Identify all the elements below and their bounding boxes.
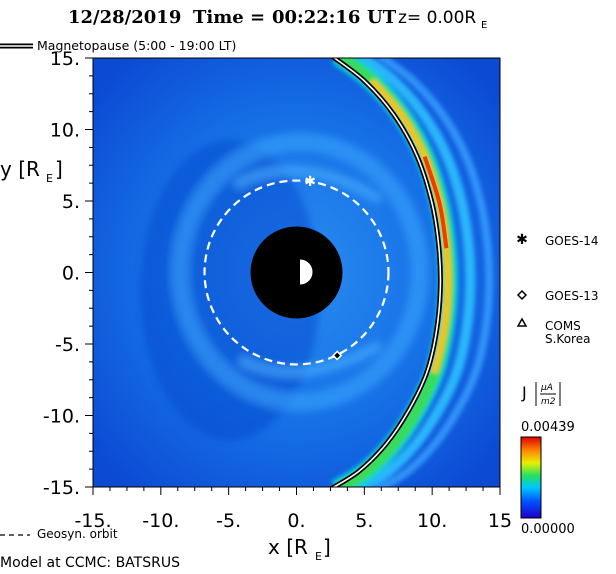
colorbar-label: J bbox=[521, 383, 527, 402]
legend-coms-label-2: S.Korea bbox=[545, 332, 590, 346]
geosyn-orbit bbox=[203, 179, 390, 366]
field-ring-current bbox=[171, 133, 429, 411]
field-structure bbox=[140, 133, 429, 440]
y-axis-label: y [R bbox=[0, 157, 40, 181]
title-z-subscript: E bbox=[481, 20, 487, 31]
legend-goes13-icon bbox=[516, 289, 528, 301]
x-axis-label: x [R bbox=[268, 535, 308, 559]
x-tick-label: 5. bbox=[355, 510, 373, 532]
colorbar-unit-numerator: μA bbox=[540, 383, 553, 393]
current-sheet bbox=[331, 58, 494, 487]
title-z-label: z= 0.00R bbox=[398, 8, 476, 28]
colorbar-gradient bbox=[520, 436, 542, 519]
field-arc-north bbox=[232, 165, 383, 205]
source-label: Model at CCMC: BATSRUS bbox=[0, 555, 180, 571]
satellite-legend: ✱ GOES-14 GOES-13 COMS S.Korea bbox=[516, 232, 598, 346]
y-axis: 15. 10. 5. 0. -5. -10. -15. bbox=[43, 48, 93, 499]
x-tick-label: -10. bbox=[142, 510, 179, 532]
x-tick-label: -5. bbox=[216, 510, 241, 532]
legend-goes13-label: GOES-13 bbox=[545, 289, 599, 303]
y-axis-label-close: ] bbox=[55, 157, 63, 181]
title-time-value: 00:22:16 bbox=[272, 7, 360, 28]
y-tick-label: -5. bbox=[55, 334, 80, 356]
x-axis-label-sub: E bbox=[315, 550, 322, 563]
goes13-marker bbox=[332, 350, 343, 361]
x-axis-label-close: ] bbox=[323, 535, 331, 559]
colorbar-min-label: 0.00000 bbox=[521, 522, 575, 537]
colorbar: J μA m2 0.00439 0.00000 bbox=[520, 382, 575, 537]
x-tick-label: 10. bbox=[417, 510, 447, 532]
legend-magnetopause-label: Magnetopause (5:00 - 19:00 LT) bbox=[37, 38, 236, 53]
current-band-middle bbox=[356, 58, 476, 487]
x-tick-label: -15. bbox=[74, 510, 111, 532]
colorbar-max-label: 0.00439 bbox=[521, 420, 575, 435]
y-tick-label: 0. bbox=[62, 263, 80, 285]
colorbar-unit-denominator: m2 bbox=[541, 397, 556, 407]
title-time-unit: UT bbox=[367, 7, 397, 28]
legend-coms-icon bbox=[516, 317, 528, 327]
y-tick-label: 15. bbox=[50, 48, 80, 70]
y-tick-label: -15. bbox=[43, 477, 80, 499]
legend-geosyn: Geosyn. orbit bbox=[0, 527, 118, 541]
legend-coms-label: COMS bbox=[545, 319, 581, 333]
title-time-label: Time = bbox=[193, 7, 265, 28]
x-tick-label: 0. bbox=[287, 510, 305, 532]
x-tick-label: 15 bbox=[488, 510, 512, 532]
magnetopause-line bbox=[332, 58, 442, 487]
y-tick-label: 10. bbox=[50, 120, 80, 142]
earth-night-side bbox=[287, 259, 300, 285]
goes14-marker: ✱ bbox=[304, 174, 316, 190]
y-tick-label: -10. bbox=[43, 406, 80, 428]
y-axis-label-sub: E bbox=[46, 172, 53, 185]
field-arc-south bbox=[237, 340, 383, 377]
plot-area: ✱ bbox=[93, 58, 500, 487]
legend-goes14-icon: ✱ bbox=[516, 232, 528, 248]
earth-icon bbox=[286, 258, 314, 286]
current-band-peak bbox=[422, 156, 449, 249]
current-band-outer bbox=[375, 58, 494, 487]
legend-magnetopause: Magnetopause (5:00 - 19:00 LT) bbox=[0, 38, 236, 53]
y-tick-label: 5. bbox=[62, 191, 80, 213]
x-axis-title: x [R E ] bbox=[268, 535, 331, 563]
x-axis: -15. -10. -5. 0. 5. 10. 15 bbox=[74, 487, 512, 532]
title-date: 12/28/2019 bbox=[68, 7, 181, 28]
legend-goes14-label: GOES-14 bbox=[545, 234, 599, 248]
legend-geosyn-label: Geosyn. orbit bbox=[37, 527, 118, 541]
chart-title: 12/28/2019 Time = 00:22:16 UT bbox=[68, 7, 397, 28]
y-axis-title: y [R E ] bbox=[0, 157, 63, 185]
